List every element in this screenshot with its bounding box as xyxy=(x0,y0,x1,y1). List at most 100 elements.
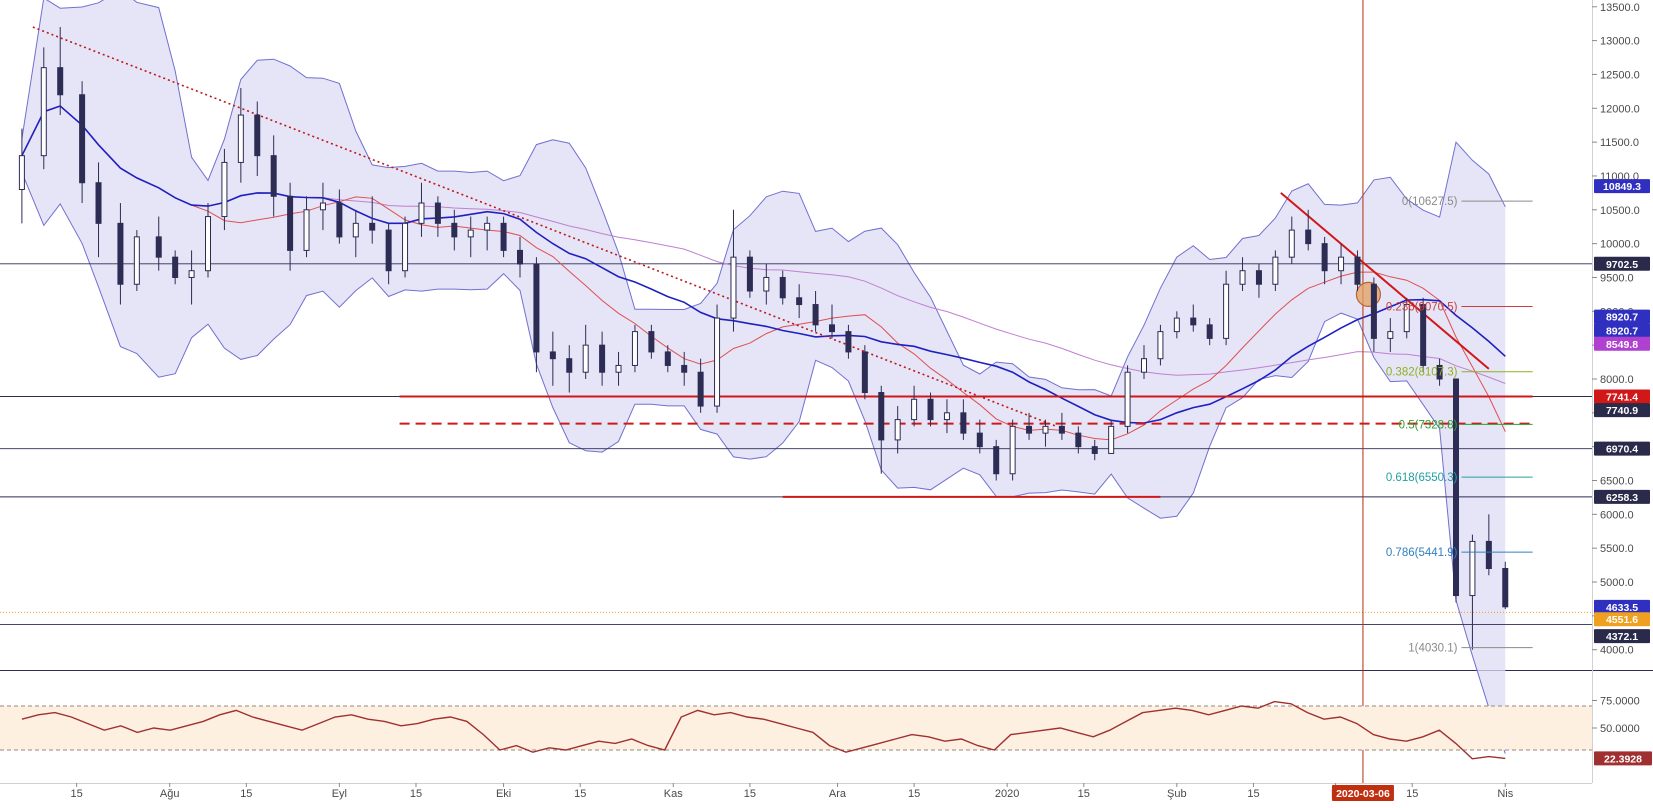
price-tick-label: 4000.0 xyxy=(1600,645,1634,657)
candle-body xyxy=(117,222,124,285)
price-tick-label: 10500.0 xyxy=(1600,205,1640,217)
candle-body xyxy=(336,202,343,238)
price-tag xyxy=(1594,403,1650,418)
candle-body xyxy=(829,324,835,333)
price-tag xyxy=(1594,441,1650,456)
candle-body xyxy=(500,222,507,251)
candle-body xyxy=(1338,256,1345,272)
price-tag-label: 8549.8 xyxy=(1606,339,1638,351)
fib-level-label: 0(10627.5) xyxy=(1402,196,1458,208)
descending-trendline-dotted xyxy=(32,26,1057,428)
price-tick-label: 12500.0 xyxy=(1600,69,1640,81)
candles xyxy=(18,27,1509,650)
candle-body xyxy=(1502,567,1509,608)
candle-body xyxy=(352,222,359,238)
rsi-last-value: 22.3928 xyxy=(1604,753,1642,765)
price-axis[interactable]: 4000.04500.05000.05500.06000.06500.07000… xyxy=(1592,2,1652,766)
price-tick-label: 6000.0 xyxy=(1600,509,1634,521)
candle-body xyxy=(517,249,523,265)
candle-body xyxy=(18,155,25,190)
candle-body xyxy=(1206,324,1213,339)
candle-body xyxy=(287,195,294,251)
candle-body xyxy=(1387,331,1394,339)
time-tick-label: 15 xyxy=(574,788,586,800)
candle-body xyxy=(467,229,474,238)
candle-body xyxy=(40,67,47,157)
candle-body xyxy=(1485,540,1492,569)
time-tick-label: Eki xyxy=(496,788,511,800)
candle-body xyxy=(1157,331,1164,360)
candle-body xyxy=(1469,540,1476,597)
candle-body xyxy=(369,222,376,231)
price-tag-label: 10849.3 xyxy=(1603,181,1641,193)
candle-body xyxy=(894,419,901,441)
bollinger-upper xyxy=(21,0,1506,397)
price-tick-label: 13000.0 xyxy=(1600,36,1640,48)
fib-level-label: 0.236(9070.5) xyxy=(1386,302,1458,314)
crosshair-date-tag xyxy=(1331,785,1394,801)
candle-body xyxy=(172,256,179,278)
rsi-tick-label: 50.0000 xyxy=(1600,723,1640,735)
time-tick-label: 15 xyxy=(1406,788,1418,800)
candle-body xyxy=(1009,425,1016,475)
price-tag xyxy=(1594,629,1650,644)
price-tag-label: 4633.5 xyxy=(1606,602,1638,614)
candle-body xyxy=(303,209,310,251)
price-tick-label: 13500.0 xyxy=(1600,2,1640,14)
fib-level-label: 0.618(6550.3) xyxy=(1386,472,1458,484)
candle-body xyxy=(1141,358,1147,373)
candle-body xyxy=(878,392,885,441)
candle-body xyxy=(1026,425,1033,434)
candle-body xyxy=(631,331,638,366)
candle-body xyxy=(385,229,392,272)
price-tag xyxy=(1594,389,1650,404)
price-tag xyxy=(1594,309,1650,324)
price-tag-label: 9702.5 xyxy=(1606,259,1638,271)
time-tick-label: Nis xyxy=(1497,788,1513,800)
time-axis[interactable]: 15Ağu15Eyl15Eki15Kas15Ara15202015Şub15M1… xyxy=(71,783,1514,801)
price-tick-label: 10000.0 xyxy=(1600,239,1640,251)
candle-body xyxy=(943,412,950,421)
candle-body xyxy=(237,114,244,163)
rsi-last-tag xyxy=(1594,751,1652,766)
time-tick-label: 2020 xyxy=(995,788,1019,800)
rsi-tick-label: 75.0000 xyxy=(1600,696,1640,708)
candle-body xyxy=(95,182,102,224)
candle-body xyxy=(993,446,1000,475)
time-tick-label: 15 xyxy=(1247,788,1259,800)
candle-body xyxy=(664,351,671,366)
candle-body xyxy=(1075,432,1082,448)
price-tag xyxy=(1594,323,1650,338)
candle-body xyxy=(1190,317,1197,326)
fib-level-label: 0.382(8107.3) xyxy=(1386,367,1458,379)
candle-body xyxy=(155,236,162,258)
candle-body xyxy=(1436,364,1443,380)
candle-body xyxy=(133,236,140,285)
fib-level-label: 0.5(7328.8) xyxy=(1399,419,1458,431)
candle-body xyxy=(599,344,606,373)
candle-body xyxy=(582,344,589,373)
candle-body xyxy=(1173,317,1180,333)
candle-body xyxy=(763,276,770,292)
fib-level-label: 0.786(5441.9) xyxy=(1386,547,1458,559)
candle-body xyxy=(681,364,688,373)
candle-body xyxy=(1420,304,1427,366)
candle-body xyxy=(205,216,211,272)
price-tick-label: 9500.0 xyxy=(1600,272,1634,284)
price-tag xyxy=(1594,336,1650,351)
time-tick-label: Eyl xyxy=(332,788,347,800)
candle-body xyxy=(533,263,540,353)
candle-body xyxy=(1124,371,1131,427)
candle-body xyxy=(796,297,803,306)
candle-body xyxy=(270,155,277,197)
fib-level-label: 1(4030.1) xyxy=(1408,643,1457,655)
price-tick-label: 12000.0 xyxy=(1600,103,1640,115)
candle-body xyxy=(648,331,655,353)
candle-body xyxy=(960,412,967,434)
candle-body xyxy=(254,114,261,157)
candle-body xyxy=(188,270,195,278)
candle-body xyxy=(1223,283,1230,339)
candle-body xyxy=(976,432,983,448)
